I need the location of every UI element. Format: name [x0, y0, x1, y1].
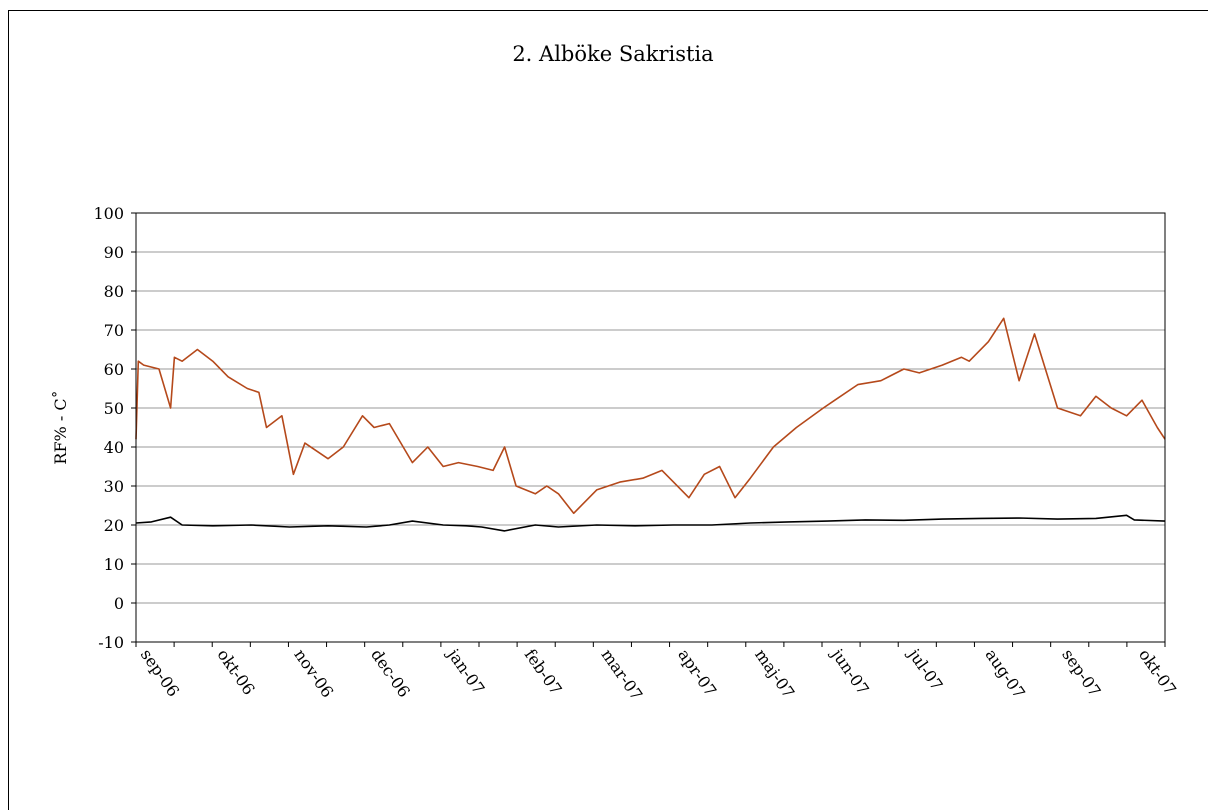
- y-tick-label: -10: [98, 633, 124, 652]
- y-tick-label: 80: [104, 282, 124, 301]
- x-tick-label: jan-07: [443, 644, 489, 698]
- x-tick-label: jul-07: [903, 644, 946, 694]
- y-tick-label: 10: [104, 555, 124, 574]
- y-tick-label: 20: [104, 516, 124, 535]
- chart-svg: -10 0 10 20 30 40 50 60 70 80 90 100 sep-06 okt-06 nov…: [51, 204, 1180, 704]
- y-tick-label: 0: [114, 594, 124, 613]
- x-tick-label: apr-07: [674, 645, 720, 699]
- y-tick-label: 90: [104, 243, 124, 262]
- plot-area-border: [135, 212, 1166, 643]
- x-tick-label: aug-07: [981, 645, 1029, 702]
- x-tick-label: maj-07: [751, 645, 798, 701]
- x-tick-label: okt-07: [1135, 645, 1180, 698]
- y-tick-label: 40: [104, 438, 124, 457]
- y-tick-label: 70: [104, 321, 124, 340]
- axis-layer: -10 0 10 20 30 40 50 60 70 80 90 100 sep-06 okt-06 nov…: [93, 204, 1180, 704]
- x-tick-label: mar-07: [597, 645, 646, 704]
- y-tick-label: 50: [104, 399, 124, 418]
- series-line-rf: [135, 317, 1166, 515]
- y-axis-title: RF% - C˚: [51, 390, 70, 464]
- x-tick-label: sep-06: [137, 645, 183, 700]
- x-tick-label: dec-06: [367, 645, 414, 700]
- x-tick-label: feb-07: [521, 645, 566, 698]
- series-layer: [135, 317, 1166, 532]
- y-tick-label: 30: [104, 477, 124, 496]
- series-line-temp: [135, 514, 1166, 532]
- x-tick-label: sep-07: [1058, 645, 1104, 700]
- x-tick-label: jun-07: [827, 644, 873, 699]
- chart-frame: [8, 10, 1208, 810]
- chart-title: 2. Alböke Sakristia: [512, 42, 714, 66]
- grid-layer: [136, 212, 1165, 604]
- y-tick-label: 60: [104, 360, 124, 379]
- y-tick-label: 100: [93, 204, 124, 223]
- x-tick-label: nov-06: [290, 645, 337, 701]
- x-tick-label: okt-06: [214, 645, 259, 698]
